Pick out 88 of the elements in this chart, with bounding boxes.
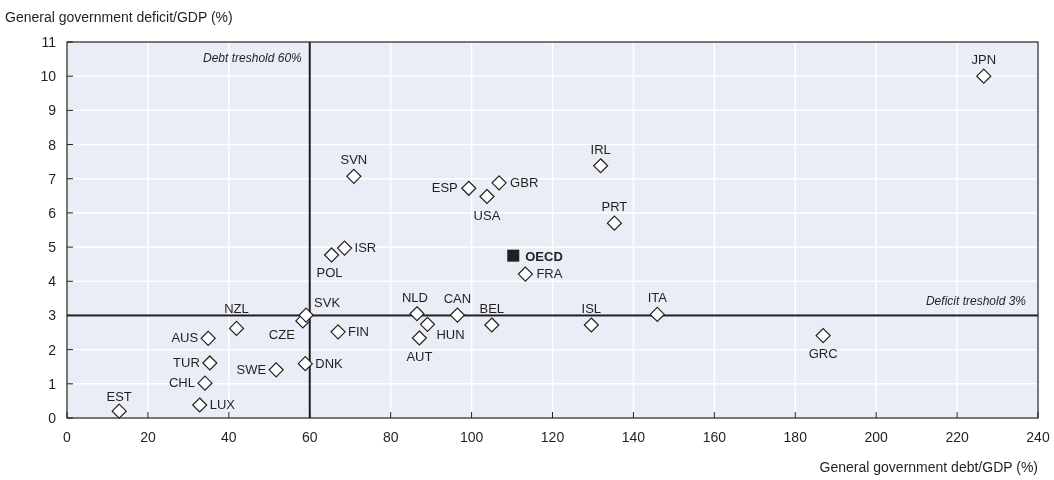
ref-line-label: Deficit treshold 3% [925, 294, 1027, 309]
annotation: CZE [268, 326, 296, 342]
annotation: IRL [590, 141, 611, 157]
point [330, 324, 346, 340]
x-tick-label: 180 [783, 429, 808, 445]
annotation: ITA [647, 290, 668, 306]
x-tick-label: 120 [540, 429, 565, 445]
point [491, 175, 507, 191]
x-tick-label: 20 [140, 429, 156, 445]
annotation: SWE [236, 361, 267, 377]
point [649, 306, 665, 323]
point [411, 330, 427, 346]
y-tick-label: 4 [48, 273, 57, 290]
point [517, 266, 533, 282]
point [593, 158, 609, 174]
point [484, 317, 500, 333]
x-tick-label: 0 [63, 429, 72, 445]
annotation: TUR [173, 354, 200, 370]
annotation: LUX [209, 397, 236, 413]
x-tick-label: 240 [1026, 429, 1050, 445]
annotation: SVN [340, 152, 368, 168]
point [815, 328, 831, 344]
point [346, 168, 362, 184]
point [507, 249, 520, 262]
point [461, 180, 477, 196]
annotation: HUN [436, 327, 465, 343]
annotation: FRA [536, 266, 563, 282]
annotation: CHL [168, 375, 195, 391]
point [479, 188, 495, 205]
point [228, 320, 245, 337]
y-tick-label: 3 [48, 307, 57, 324]
x-tick-label: 80 [382, 429, 399, 445]
x-tick-label: 200 [864, 429, 889, 445]
ref-line-label: Debt treshold 60% [203, 51, 303, 65]
y-tick-label: 7 [48, 170, 57, 187]
annotation: FIN [348, 323, 370, 339]
annotation: GBR [510, 174, 539, 190]
y-tick-label: 11 [41, 34, 57, 50]
x-tick-label: 100 [459, 429, 484, 445]
annotation: ISR [354, 240, 377, 256]
annotation: BEL [479, 301, 505, 317]
point [409, 306, 425, 322]
point [200, 330, 216, 346]
y-tick-label: 1 [48, 375, 57, 392]
series-label: OECD [525, 248, 563, 264]
y-tick-label: 2 [48, 341, 57, 358]
point [976, 68, 992, 84]
point [268, 362, 284, 378]
annotation: NLD [401, 289, 428, 305]
y-tick-label: 10 [40, 68, 57, 85]
annotation: SVK [314, 295, 341, 311]
annotation: GRC [808, 345, 838, 361]
x-tick-label: 140 [621, 429, 646, 445]
annotation: EST [106, 389, 132, 405]
x-axis-title: General government debt/GDP (%) [819, 459, 1038, 475]
x-tick-label: 160 [702, 429, 727, 445]
x-tick-label: 220 [945, 429, 969, 445]
annotation: NZL [224, 301, 249, 317]
annotation: JPN [971, 52, 997, 68]
point [197, 375, 213, 391]
y-tick-label: 6 [48, 204, 57, 221]
point [336, 240, 353, 256]
point [449, 307, 466, 323]
point [606, 215, 622, 231]
point [202, 355, 218, 371]
annotation: USA [473, 207, 501, 223]
y-tick-label: 5 [48, 239, 57, 256]
annotation: PRT [601, 199, 628, 215]
point [583, 317, 599, 333]
x-tick-label: 40 [221, 429, 237, 445]
y-tick-label: 8 [48, 136, 57, 153]
point [419, 316, 436, 332]
point [111, 403, 127, 419]
y-axis-title: General government deficit/GDP (%) [5, 9, 233, 25]
point [297, 356, 313, 372]
point [298, 307, 314, 323]
point [192, 397, 208, 413]
annotation: CAN [443, 291, 472, 307]
annotation: ISL [581, 301, 602, 317]
annotation: AUT [406, 349, 433, 365]
annotation: POL [316, 264, 343, 280]
annotation: DNK [315, 355, 344, 371]
y-tick-label: 0 [48, 410, 57, 426]
point [324, 247, 340, 263]
annotation: ESP [431, 180, 458, 196]
y-tick-label: 9 [48, 102, 57, 119]
annotation: AUS [171, 330, 199, 346]
x-tick-label: 60 [301, 429, 318, 445]
